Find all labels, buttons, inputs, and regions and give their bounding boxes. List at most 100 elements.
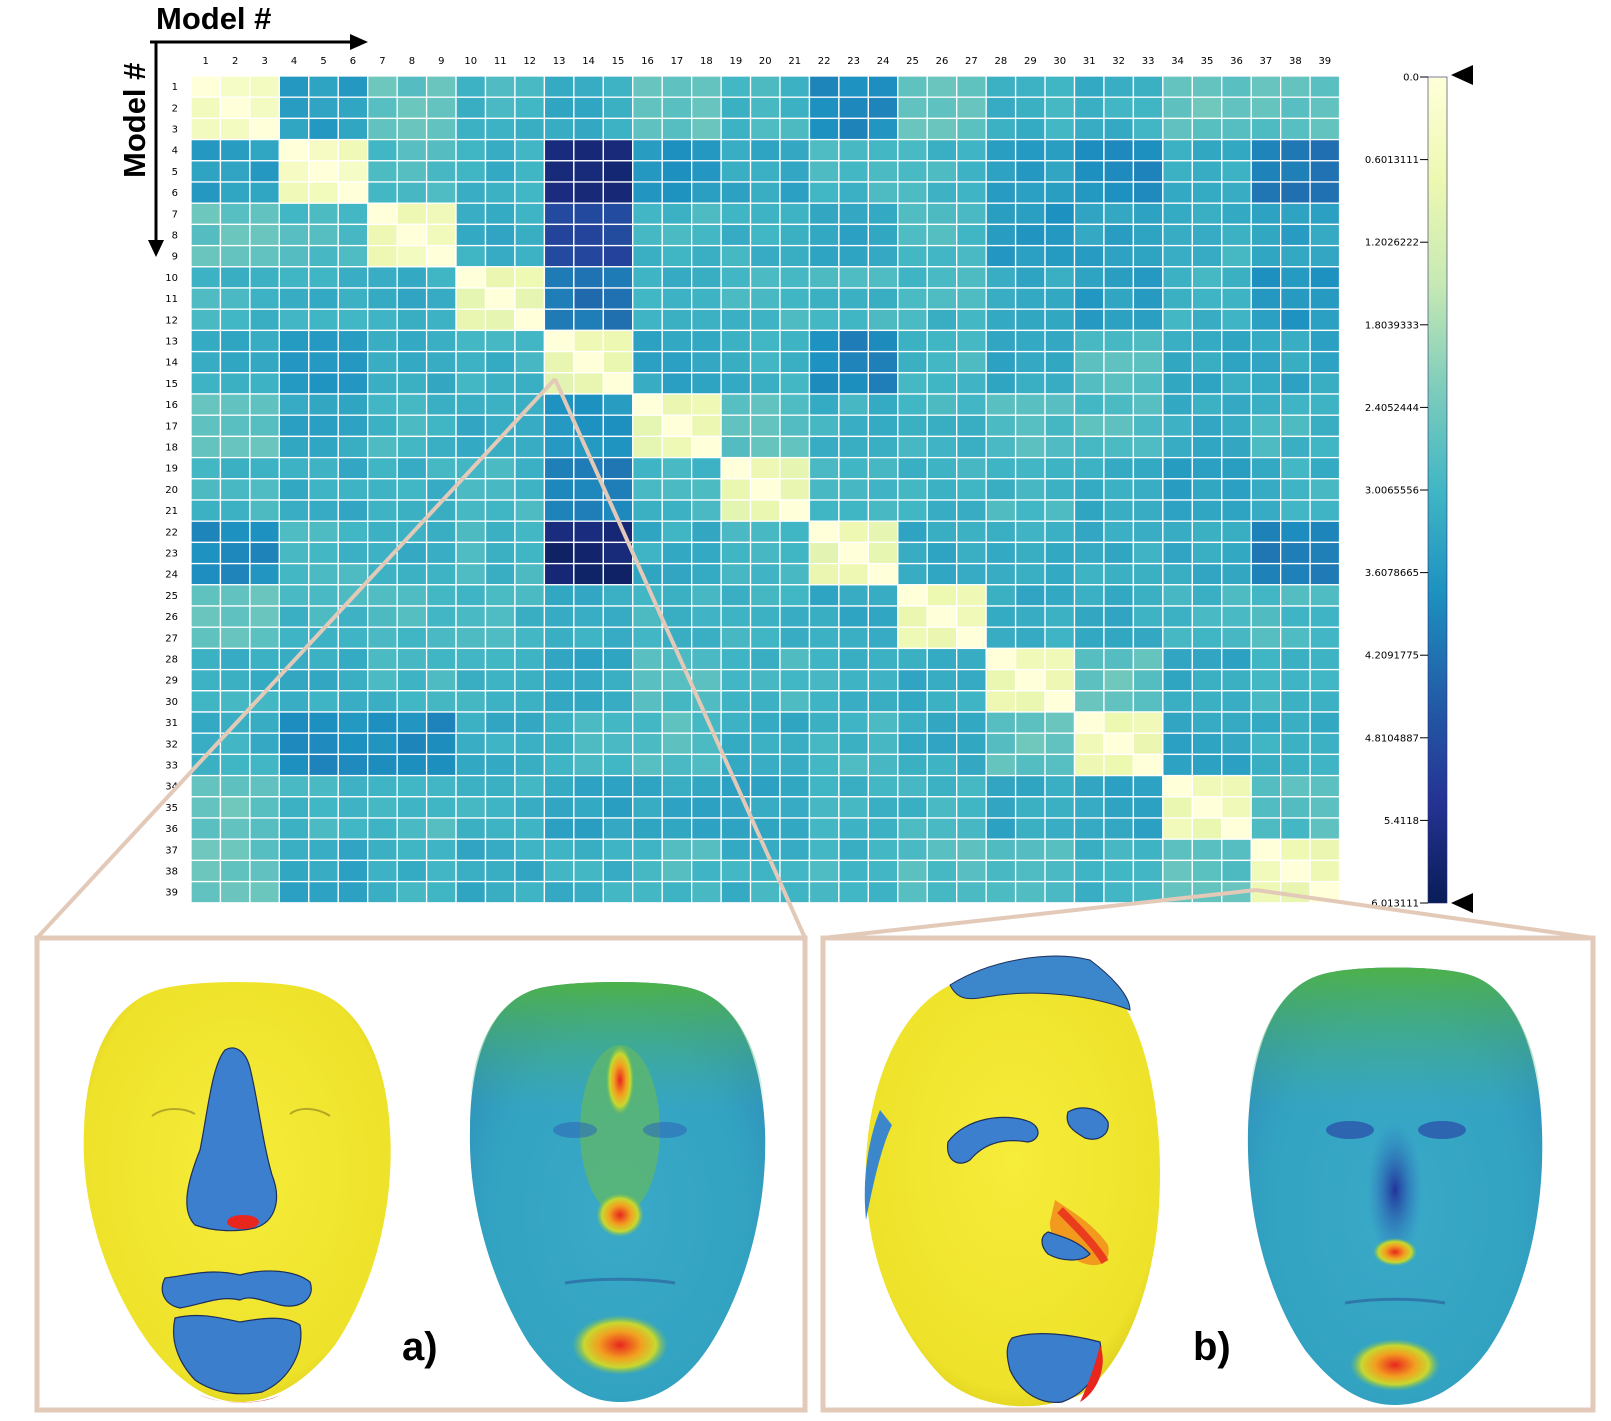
heatmap-cell-23-23	[838, 541, 870, 565]
heatmap-cell-5-30	[1044, 160, 1076, 183]
heatmap-cell-35-26	[926, 796, 958, 819]
heatmap-cell-39-30	[1044, 880, 1076, 904]
heatmap-cell-19-13	[543, 456, 575, 480]
heatmap-cell-32-37	[1250, 732, 1282, 756]
heatmap-cell-5-29	[1014, 160, 1046, 183]
heatmap-cell-14-30	[1044, 350, 1076, 374]
heatmap-cell-35-38	[1280, 796, 1311, 819]
heatmap-cell-8-10	[455, 223, 487, 247]
heatmap-cell-7-12	[514, 202, 546, 226]
heatmap-cell-34-3	[249, 774, 280, 798]
heatmap-cell-15-7	[367, 372, 398, 395]
heatmap-cell-21-25	[897, 499, 928, 522]
heatmap-cell-16-10	[455, 393, 487, 416]
heatmap-cell-30-21	[779, 690, 811, 713]
heatmap-cell-8-18	[691, 223, 722, 247]
heatmap-cell-26-32	[1103, 605, 1135, 628]
heatmap-cell-3-32	[1103, 117, 1135, 141]
heatmap-cell-30-24	[867, 690, 899, 713]
heatmap-cell-25-12	[514, 584, 546, 607]
row-tick-37: 37	[165, 845, 178, 856]
heatmap-cell-2-22	[808, 96, 840, 120]
heatmap-cell-12-14	[573, 308, 604, 332]
heatmap-cell-35-24	[867, 796, 899, 819]
heatmap-cell-24-18	[691, 562, 722, 586]
heatmap-cell-9-7	[367, 244, 398, 268]
heatmap-cell-5-38	[1280, 160, 1311, 183]
heatmap-cell-3-23	[838, 117, 870, 141]
heatmap-cell-6-26	[926, 181, 958, 204]
heatmap-cell-31-6	[337, 711, 369, 734]
heatmap-cell-30-26	[926, 690, 958, 713]
row-tick-38: 38	[165, 867, 178, 878]
heatmap-cell-20-2	[219, 478, 251, 501]
heatmap-cell-3-9	[425, 117, 457, 141]
heatmap-cell-11-4	[278, 287, 310, 310]
col-tick-5: 5	[320, 56, 326, 67]
heatmap-cell-28-28	[985, 647, 1017, 671]
heatmap-cell-19-25	[897, 456, 928, 480]
heatmap-cell-13-7	[367, 329, 398, 353]
heatmap-cell-17-7	[367, 414, 398, 438]
row-tick-8: 8	[172, 231, 178, 242]
heatmap-cell-24-21	[779, 562, 811, 586]
heatmap-cell-25-15	[602, 584, 634, 607]
heatmap-cell-12-34	[1162, 308, 1193, 332]
heatmap-cell-7-2	[219, 202, 251, 226]
heatmap-cell-22-16	[632, 520, 663, 544]
heatmap-cell-22-37	[1250, 520, 1282, 544]
heatmap-cell-12-9	[425, 308, 457, 332]
heatmap-cell-27-10	[455, 626, 487, 650]
heatmap-cell-13-28	[985, 329, 1017, 353]
colorbar-min-marker	[1451, 65, 1473, 85]
heatmap-cell-4-35	[1191, 138, 1223, 162]
heatmap-cell-14-31	[1073, 350, 1105, 374]
heatmap-cell-15-28	[985, 372, 1017, 395]
row-tick-20: 20	[165, 485, 178, 496]
col-tick-13: 13	[553, 56, 566, 67]
heatmap-cell-21-37	[1250, 499, 1282, 522]
heatmap-cell-3-34	[1162, 117, 1193, 141]
heatmap-cell-32-20	[749, 732, 781, 756]
heatmap-cell-11-35	[1191, 287, 1223, 310]
heatmap-cell-32-29	[1014, 732, 1046, 756]
heatmap-cell-32-14	[573, 732, 604, 756]
heatmap-cell-6-10	[455, 181, 487, 204]
heatmap-cell-11-11	[484, 287, 516, 310]
heatmap-cell-20-21	[779, 478, 811, 501]
row-tick-17: 17	[165, 421, 178, 432]
heatmap-cell-33-34	[1162, 753, 1193, 777]
heatmap-cell-7-8	[396, 202, 428, 226]
heatmap-cell-24-34	[1162, 562, 1193, 586]
heatmap-cell-5-13	[543, 160, 575, 183]
heatmap-cell-5-17	[661, 160, 693, 183]
heatmap-cell-15-34	[1162, 372, 1193, 395]
heatmap-cell-7-4	[278, 202, 310, 226]
heatmap-cell-16-31	[1073, 393, 1105, 416]
col-tick-16: 16	[641, 56, 654, 67]
heatmap-cell-14-37	[1250, 350, 1282, 374]
heatmap-cell-14-39	[1309, 350, 1341, 374]
heatmap-cell-38-15	[602, 859, 634, 883]
heatmap-cell-38-39	[1309, 859, 1341, 883]
heatmap-cell-4-17	[661, 138, 693, 162]
heatmap-cell-22-35	[1191, 520, 1223, 544]
heatmap-cell-10-22	[808, 266, 840, 289]
heatmap-cell-5-4	[278, 160, 310, 183]
heatmap-cell-24-1	[190, 562, 222, 586]
heatmap-cell-14-19	[720, 350, 752, 374]
heatmap-cell-31-37	[1250, 711, 1282, 734]
heatmap-cell-10-3	[249, 266, 280, 289]
heatmap-cell-31-26	[926, 711, 958, 734]
heatmap-cell-39-15	[602, 880, 634, 904]
heatmap-cell-5-35	[1191, 160, 1223, 183]
heatmap-cell-19-33	[1132, 456, 1164, 480]
heatmap-cell-23-37	[1250, 541, 1282, 565]
heatmap-cell-17-29	[1014, 414, 1046, 438]
heatmap-cell-2-8	[396, 96, 428, 120]
heatmap-cell-4-36	[1221, 138, 1252, 162]
heatmap-cell-11-26	[926, 287, 958, 310]
heatmap-cell-3-15	[602, 117, 634, 141]
heatmap-cell-17-8	[396, 414, 428, 438]
heatmap-cell-32-21	[779, 732, 811, 756]
